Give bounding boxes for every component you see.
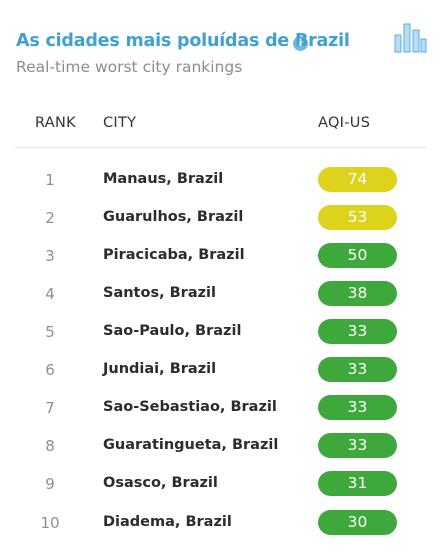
rank-number: 7 <box>45 399 55 417</box>
info-icon[interactable]: i <box>293 36 308 51</box>
aqi-badge: 30 <box>318 510 397 535</box>
city-name[interactable]: Jundiai, Brazil <box>103 361 217 377</box>
ranking-row[interactable]: 2 Guarulhos, Brazil 53 <box>0 205 442 247</box>
city-name[interactable]: Sao-Sebastiao, Brazil <box>103 399 277 415</box>
ranking-row[interactable]: 8 Guaratingueta, Brazil 33 <box>0 433 442 475</box>
city-name[interactable]: Diadema, Brazil <box>103 514 232 530</box>
aqi-badge: 31 <box>318 471 397 496</box>
aqi-badge: 74 <box>318 167 397 192</box>
aqi-badge: 50 <box>318 243 397 268</box>
widget-title[interactable]: As cidades mais poluídas de Brazil <box>16 31 350 51</box>
ranking-row[interactable]: 5 Sao-Paulo, Brazil 33 <box>0 319 442 361</box>
column-header-aqi: AQI-US <box>318 115 371 131</box>
rank-number: 10 <box>40 514 60 532</box>
ranking-row[interactable]: 3 Piracicaba, Brazil 50 <box>0 243 442 285</box>
aqi-badge: 33 <box>318 319 397 344</box>
rank-number: 3 <box>45 247 55 265</box>
city-name[interactable]: Osasco, Brazil <box>103 475 218 491</box>
aqi-badge: 38 <box>318 281 397 306</box>
aqi-badge: 33 <box>318 433 397 458</box>
aqi-badge: 33 <box>318 395 397 420</box>
ranking-row[interactable]: 6 Jundiai, Brazil 33 <box>0 357 442 399</box>
rank-number: 8 <box>45 437 55 455</box>
city-name[interactable]: Santos, Brazil <box>103 285 216 301</box>
city-name[interactable]: Guarulhos, Brazil <box>103 209 244 225</box>
city-name[interactable]: Sao-Paulo, Brazil <box>103 323 242 339</box>
aqi-badge: 53 <box>318 205 397 230</box>
ranking-row[interactable]: 4 Santos, Brazil 38 <box>0 281 442 323</box>
city-name[interactable]: Piracicaba, Brazil <box>103 247 245 263</box>
bar-chart-icon[interactable] <box>393 21 427 53</box>
city-name[interactable]: Manaus, Brazil <box>103 171 224 187</box>
ranking-row[interactable]: 10 Diadema, Brazil 30 <box>0 510 442 552</box>
aqi-badge: 33 <box>318 357 397 382</box>
header-divider <box>15 147 427 148</box>
rank-number: 5 <box>45 323 55 341</box>
rank-number: 4 <box>45 285 55 303</box>
rank-number: 2 <box>45 209 55 227</box>
city-name[interactable]: Guaratingueta, Brazil <box>103 437 279 453</box>
column-header-rank: RANK <box>35 115 76 131</box>
ranking-row[interactable]: 1 Manaus, Brazil 74 <box>0 167 442 209</box>
rank-number: 6 <box>45 361 55 379</box>
ranking-row[interactable]: 9 Osasco, Brazil 31 <box>0 471 442 513</box>
rank-number: 9 <box>45 475 55 493</box>
ranking-row[interactable]: 7 Sao-Sebastiao, Brazil 33 <box>0 395 442 437</box>
column-header-city: CITY <box>103 115 137 131</box>
rank-number: 1 <box>45 171 55 189</box>
widget-subtitle: Real-time worst city rankings <box>16 58 243 76</box>
